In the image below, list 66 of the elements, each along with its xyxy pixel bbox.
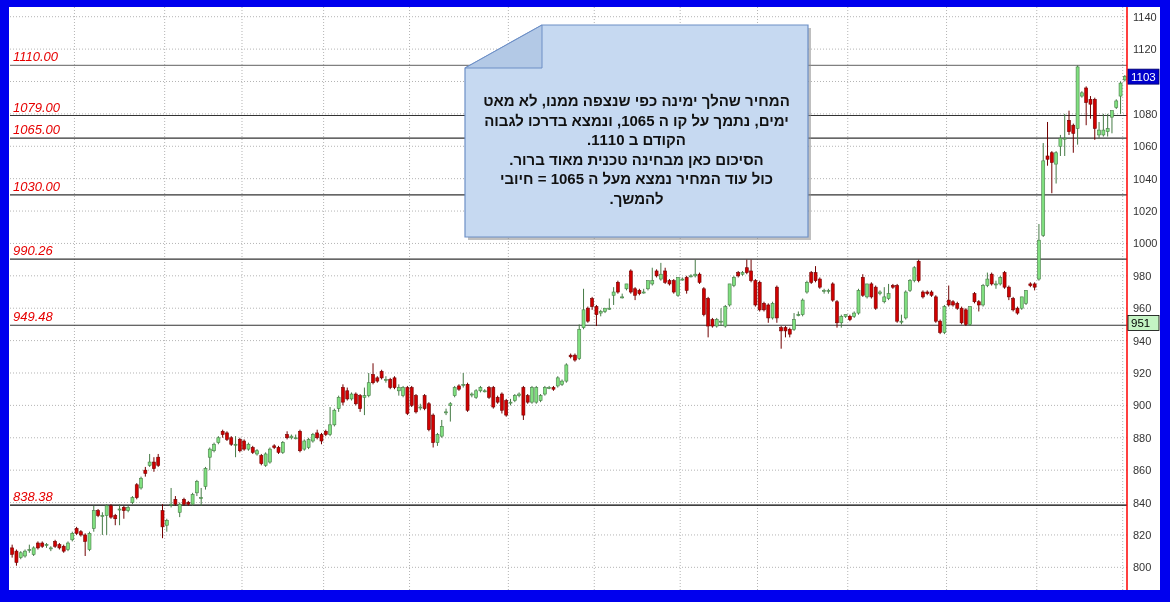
candlestick [298,429,302,453]
candlestick [285,430,289,440]
y-tick-label: 1020 [1133,205,1158,218]
annotation: 1103 [1131,70,1156,83]
y-tick-label: 1040 [1133,172,1158,185]
ref-line-label: 990.26 [13,243,54,259]
candlestick [968,306,972,327]
candlestick [1110,110,1114,134]
y-tick-label: 940 [1133,334,1152,347]
candlestick [1045,121,1050,167]
candlestick [946,285,951,308]
price-tag: 951 [1127,315,1160,331]
ref-line-label: 1065.00 [13,122,61,138]
candlestick [873,285,878,311]
candlestick [564,362,569,384]
candlestick [1105,113,1110,138]
candlestick [169,487,173,508]
y-tick-label: 920 [1133,366,1152,379]
y-tick-label: 1080 [1133,107,1158,120]
ref-line-label: 1110.00 [13,49,59,65]
y-tick-label: 900 [1133,399,1152,412]
candlestick [371,362,375,385]
candlestick [117,503,122,526]
candlestick [91,505,96,533]
y-tick-label: 980 [1133,269,1152,282]
candlestick [916,259,921,283]
y-tick-label: 1120 [1133,43,1157,56]
candlestick [444,408,448,416]
candlestick [366,372,371,398]
candlestick [448,401,453,423]
y-tick-label: 1000 [1133,237,1158,250]
ref-line-label: 1079.00 [13,99,61,115]
y-tick-label: 800 [1133,561,1152,574]
price-tag: 1103 [1127,68,1160,85]
candlestick [491,385,496,410]
y-tick-label: 820 [1133,528,1152,541]
candlestick [1067,110,1071,136]
y-tick-label: 1060 [1133,140,1158,153]
candlestick [1101,113,1106,138]
candlestick [160,503,165,539]
ref-line-label: 949.48 [13,309,54,325]
annotation: המחיר שהלך ימינה כפי שנצפה ממנו, לא מאט ימים, נתמך על קו ה 1065, ונמצא בדרכו לגבוה הקודם ב 1110. הסיכום כאן מבחינה טכנית מאוד ברור. כול עוד המחיר נמצא מעל ה 1065 = חיובי להמשך. [482,91,791,208]
y-tick-label: 960 [1133,302,1152,315]
ref-line-label: 1030.00 [13,178,61,194]
candlestick [676,276,680,298]
candlestick [860,273,865,298]
candlestick [384,375,388,384]
candlestick [341,383,345,406]
candlestick [719,307,723,327]
candlestick [233,435,238,458]
candlestick [1062,113,1067,157]
y-tick-label: 860 [1133,464,1152,477]
y-tick-label: 1140 [1133,10,1157,23]
candlestick [856,288,861,316]
candlestick [994,280,998,290]
candlestick [1118,80,1123,115]
candlestick [152,456,156,473]
candlestick [104,503,109,536]
candlestick [659,262,663,282]
y-tick-label: 880 [1133,431,1152,444]
ref-line-label: 838.38 [13,489,54,505]
candlestick [1054,150,1058,185]
candlestick [87,531,92,552]
y-tick-label: 840 [1133,496,1152,509]
candlestick [83,532,87,557]
candlestick [766,302,771,324]
